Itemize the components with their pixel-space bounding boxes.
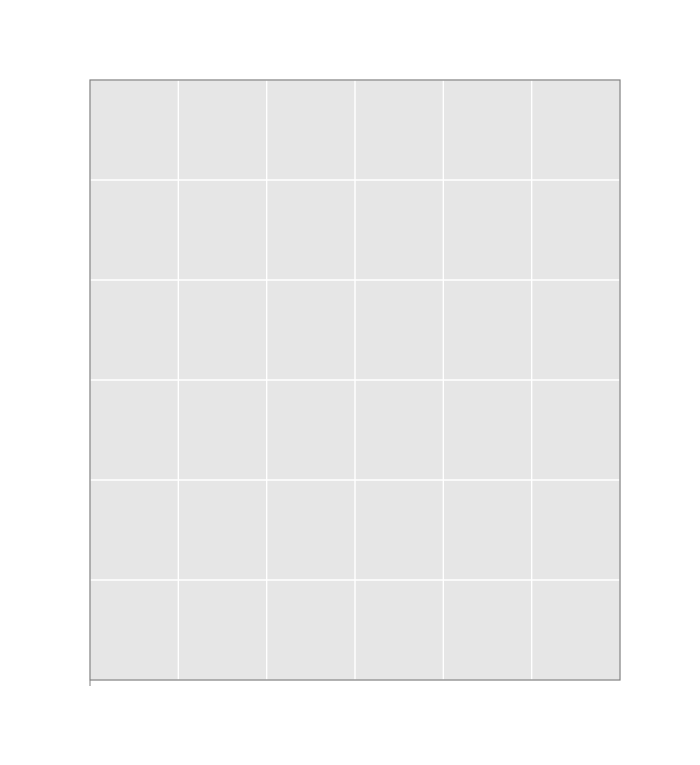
chart-root [0,0,700,765]
